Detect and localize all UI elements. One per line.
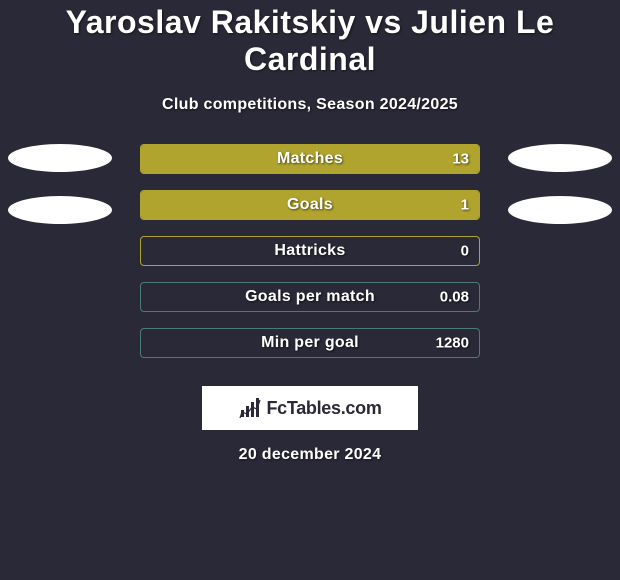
stat-label: Hattricks: [274, 242, 345, 260]
player-right-placeholder: [508, 144, 612, 172]
stat-row: Min per goal 1280: [0, 328, 620, 374]
stat-label: Matches: [277, 150, 343, 168]
comparison-card: Yaroslav Rakitskiy vs Julien Le Cardinal…: [0, 0, 620, 464]
subtitle: Club competitions, Season 2024/2025: [0, 96, 620, 114]
player-left-placeholder: [8, 144, 112, 172]
stat-value-right: 0: [461, 243, 469, 260]
stat-track: Min per goal 1280: [140, 328, 480, 358]
brand-text: FcTables.com: [266, 398, 381, 419]
stat-track: Goals 1: [140, 190, 480, 220]
player-left-placeholder: [8, 196, 112, 224]
stat-label: Goals per match: [245, 288, 375, 306]
stat-value-right: 13: [452, 151, 469, 168]
player-right-placeholder: [508, 196, 612, 224]
stat-row: Goals 1: [0, 190, 620, 236]
stat-track: Goals per match 0.08: [140, 282, 480, 312]
stat-value-right: 1280: [436, 335, 469, 352]
stat-label: Goals: [287, 196, 333, 214]
stat-row: Goals per match 0.08: [0, 282, 620, 328]
stat-value-right: 0.08: [440, 289, 469, 306]
page-title: Yaroslav Rakitskiy vs Julien Le Cardinal: [0, 4, 620, 78]
stat-label: Min per goal: [261, 334, 359, 352]
stat-row: Matches 13: [0, 144, 620, 190]
stat-track: Matches 13: [140, 144, 480, 174]
stat-value-right: 1: [461, 197, 469, 214]
bar-chart-icon: [238, 396, 262, 420]
stat-row: Hattricks 0: [0, 236, 620, 282]
date-text: 20 december 2024: [0, 446, 620, 464]
stat-rows: Matches 13 Goals 1 Hattricks 0 Goals per match…: [0, 144, 620, 374]
brand-logo[interactable]: FcTables.com: [202, 386, 418, 430]
stat-track: Hattricks 0: [140, 236, 480, 266]
